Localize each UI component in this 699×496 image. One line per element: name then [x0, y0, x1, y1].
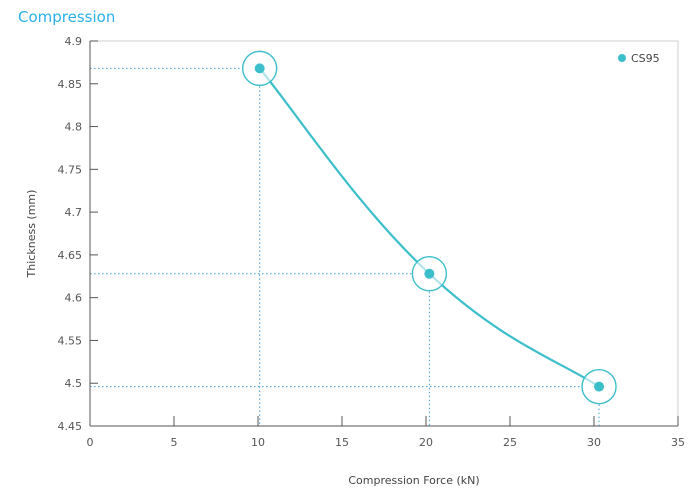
- legend-label-cs95: CS95: [631, 52, 660, 65]
- y-tick-label: 4.55: [58, 334, 83, 347]
- axes: [89, 40, 679, 427]
- legend: CS95: [618, 52, 660, 65]
- y-tick-label: 4.75: [58, 163, 83, 176]
- x-tick-label: 35: [671, 436, 685, 449]
- y-tick-label: 4.6: [65, 292, 83, 305]
- x-tick-label: 25: [503, 436, 517, 449]
- y-tick-label: 4.8: [65, 121, 83, 134]
- y-tick-label: 4.5: [65, 377, 83, 390]
- data-point: [424, 268, 435, 279]
- y-tick-label: 4.9: [65, 35, 83, 48]
- guide-lines: [90, 67, 600, 426]
- x-axis-title: Compression Force (kN): [348, 474, 479, 487]
- y-ticks: 4.45 4.5 4.55 4.6 4.65 4.7 4.75 4.8 4.85 4.9: [58, 35, 98, 433]
- series-line-cs95: [258, 67, 600, 388]
- y-tick-label: 4.7: [65, 206, 83, 219]
- x-tick-label: 20: [419, 436, 433, 449]
- y-axis-title: Thickness (mm): [25, 190, 38, 279]
- x-tick-label: 0: [87, 436, 94, 449]
- y-tick-label: 4.85: [58, 78, 83, 91]
- y-tick-label: 4.65: [58, 249, 83, 262]
- x-tick-label: 15: [335, 436, 349, 449]
- x-tick-label: 5: [171, 436, 178, 449]
- x-tick-label: 30: [587, 436, 601, 449]
- x-tick-label: 10: [251, 436, 265, 449]
- chart-title: Compression: [18, 8, 116, 26]
- y-tick-label: 4.45: [58, 420, 83, 433]
- legend-marker-cs95: [618, 54, 626, 62]
- x-ticks: 0 5 10 15 20 25 30 35: [87, 416, 685, 449]
- data-point: [254, 63, 265, 74]
- series-cs95: [241, 50, 617, 405]
- data-point: [594, 381, 605, 392]
